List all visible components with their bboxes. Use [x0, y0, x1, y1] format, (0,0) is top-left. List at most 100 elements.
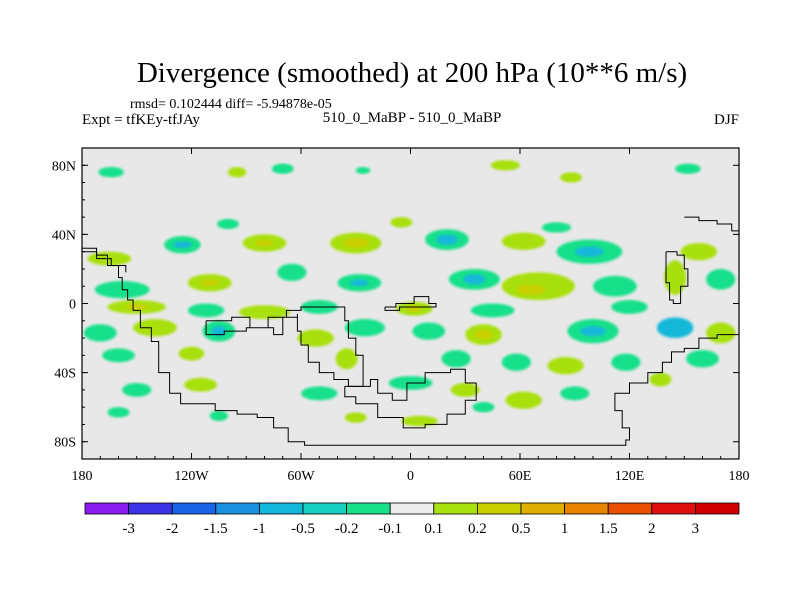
colorbar-swatch: [651, 502, 696, 515]
field-blob-67: [184, 377, 218, 392]
x-tick-label: 60E: [509, 469, 532, 484]
field-blob-59: [178, 346, 205, 361]
field-blob-48: [211, 325, 227, 337]
colorbar-label: 3: [692, 521, 700, 537]
field-blob-73: [649, 372, 672, 387]
field-blob-14: [255, 239, 274, 247]
field-blob-42: [406, 305, 422, 313]
field-blob-71: [505, 391, 542, 409]
x-tick-label: 120E: [615, 469, 645, 484]
field-blob-49: [297, 329, 334, 347]
field-blob-37: [125, 303, 148, 311]
colorbar-label: 0.5: [512, 521, 531, 537]
field-blob-66: [122, 382, 152, 397]
coastline-6: [82, 251, 127, 273]
field-blob-8: [390, 217, 413, 228]
colorbar-label: 1: [561, 521, 569, 537]
field-blob-55: [580, 325, 606, 337]
field-blob-16: [342, 237, 369, 249]
field-blob-51: [412, 322, 446, 340]
field-blob-53: [474, 329, 493, 340]
colorbar-label: -3: [122, 521, 135, 537]
field-blob-32: [516, 284, 546, 295]
field-blob-57: [706, 322, 736, 344]
colorbar-label: -2: [166, 521, 179, 537]
field-blob-39: [238, 305, 291, 320]
coastlines: [82, 216, 739, 446]
field-blob-28: [350, 279, 369, 287]
colorbar-label: -0.1: [378, 521, 402, 537]
field-blob-3: [355, 167, 371, 174]
field-blob-45: [83, 324, 117, 342]
colorbar-label: 1.5: [599, 521, 618, 537]
field-blob-9: [541, 222, 572, 233]
colorbar-swatch: [607, 502, 653, 515]
coastline-0: [82, 247, 739, 446]
field-blob-35: [706, 268, 736, 290]
field-blob-38: [187, 303, 225, 318]
colorbar-swatch: [84, 502, 129, 515]
field-blob-12: [173, 241, 192, 249]
coastline-5: [684, 216, 739, 235]
field-blob-33: [593, 275, 637, 297]
field-blob-56: [656, 317, 694, 339]
colorbar-swatch: [476, 502, 522, 515]
case-label: 510_0_MaBP - 510_0_MaBP: [323, 110, 502, 126]
field-blob-0: [98, 167, 124, 178]
field-blob-18: [436, 234, 458, 245]
field-blob-64: [611, 353, 641, 371]
field-blob-50: [344, 319, 385, 337]
y-tick-label: 80N: [52, 159, 76, 174]
coastline-4: [665, 251, 689, 304]
field-blob-19: [501, 232, 546, 250]
field-blob-2: [271, 163, 294, 174]
x-tick-label: 180: [72, 469, 93, 484]
y-tick-label: 80S: [54, 436, 76, 451]
divergence-field: [83, 160, 736, 427]
field-blob-25: [200, 279, 219, 287]
expt-label: Expt = tfKEy-tfJAy: [82, 112, 200, 128]
colorbar-label: 0.2: [468, 521, 487, 537]
field-blob-62: [501, 353, 531, 371]
field-blob-72: [560, 386, 590, 401]
colorbar-label: -1: [253, 521, 266, 537]
field-blob-26: [277, 263, 307, 282]
colorbar-swatch: [215, 502, 260, 515]
field-blob-74: [107, 407, 130, 418]
colorbar-swatch: [564, 502, 609, 515]
field-blob-60: [335, 348, 358, 370]
colorbar-label: 2: [648, 521, 656, 537]
colorbar-swatch: [171, 502, 217, 515]
y-tick-label: 0: [69, 298, 76, 313]
coastline-3: [384, 296, 437, 311]
x-tick-label: 0: [407, 469, 414, 484]
x-tick-label: 120W: [174, 469, 209, 484]
colorbar-swatch: [258, 502, 304, 515]
field-blob-5: [560, 172, 583, 183]
colorbar-label: -1.5: [204, 521, 228, 537]
colorbar-label: 0.1: [424, 521, 443, 537]
field-blob-68: [301, 386, 338, 401]
colorbar-swatch: [389, 502, 435, 515]
stats-line: rmsd= 0.102444 diff= -5.94878e-05: [130, 97, 332, 112]
field-blob-1: [228, 167, 247, 178]
x-axis: 180 120W 60W 0 60E 120E 180: [72, 148, 750, 484]
colorbar-swatch: [520, 502, 565, 515]
y-tick-label: 40S: [54, 367, 76, 382]
field-blob-34: [664, 260, 687, 295]
field-blob-7: [217, 218, 239, 230]
field-blob-58: [102, 348, 135, 363]
colorbar: -3 -2 -1.5 -1 -0.5 -0.2 -0.1 0.1 0.2 0.5 1 1.5 2 3: [84, 502, 740, 537]
field-blob-63: [547, 357, 584, 375]
field-blob-65: [686, 350, 719, 368]
field-blob-4: [490, 160, 520, 171]
field-blob-21: [574, 246, 604, 257]
chart-title: Divergence (smoothed) at 200 hPa (10**6 …: [137, 57, 687, 89]
field-blob-75: [209, 410, 228, 421]
field-blob-30: [463, 274, 486, 285]
field-blob-61: [441, 350, 471, 368]
y-axis: 80N 40N 0 40S 80S: [52, 147, 739, 460]
field-blob-44: [611, 300, 648, 314]
field-blob-43: [470, 303, 515, 318]
